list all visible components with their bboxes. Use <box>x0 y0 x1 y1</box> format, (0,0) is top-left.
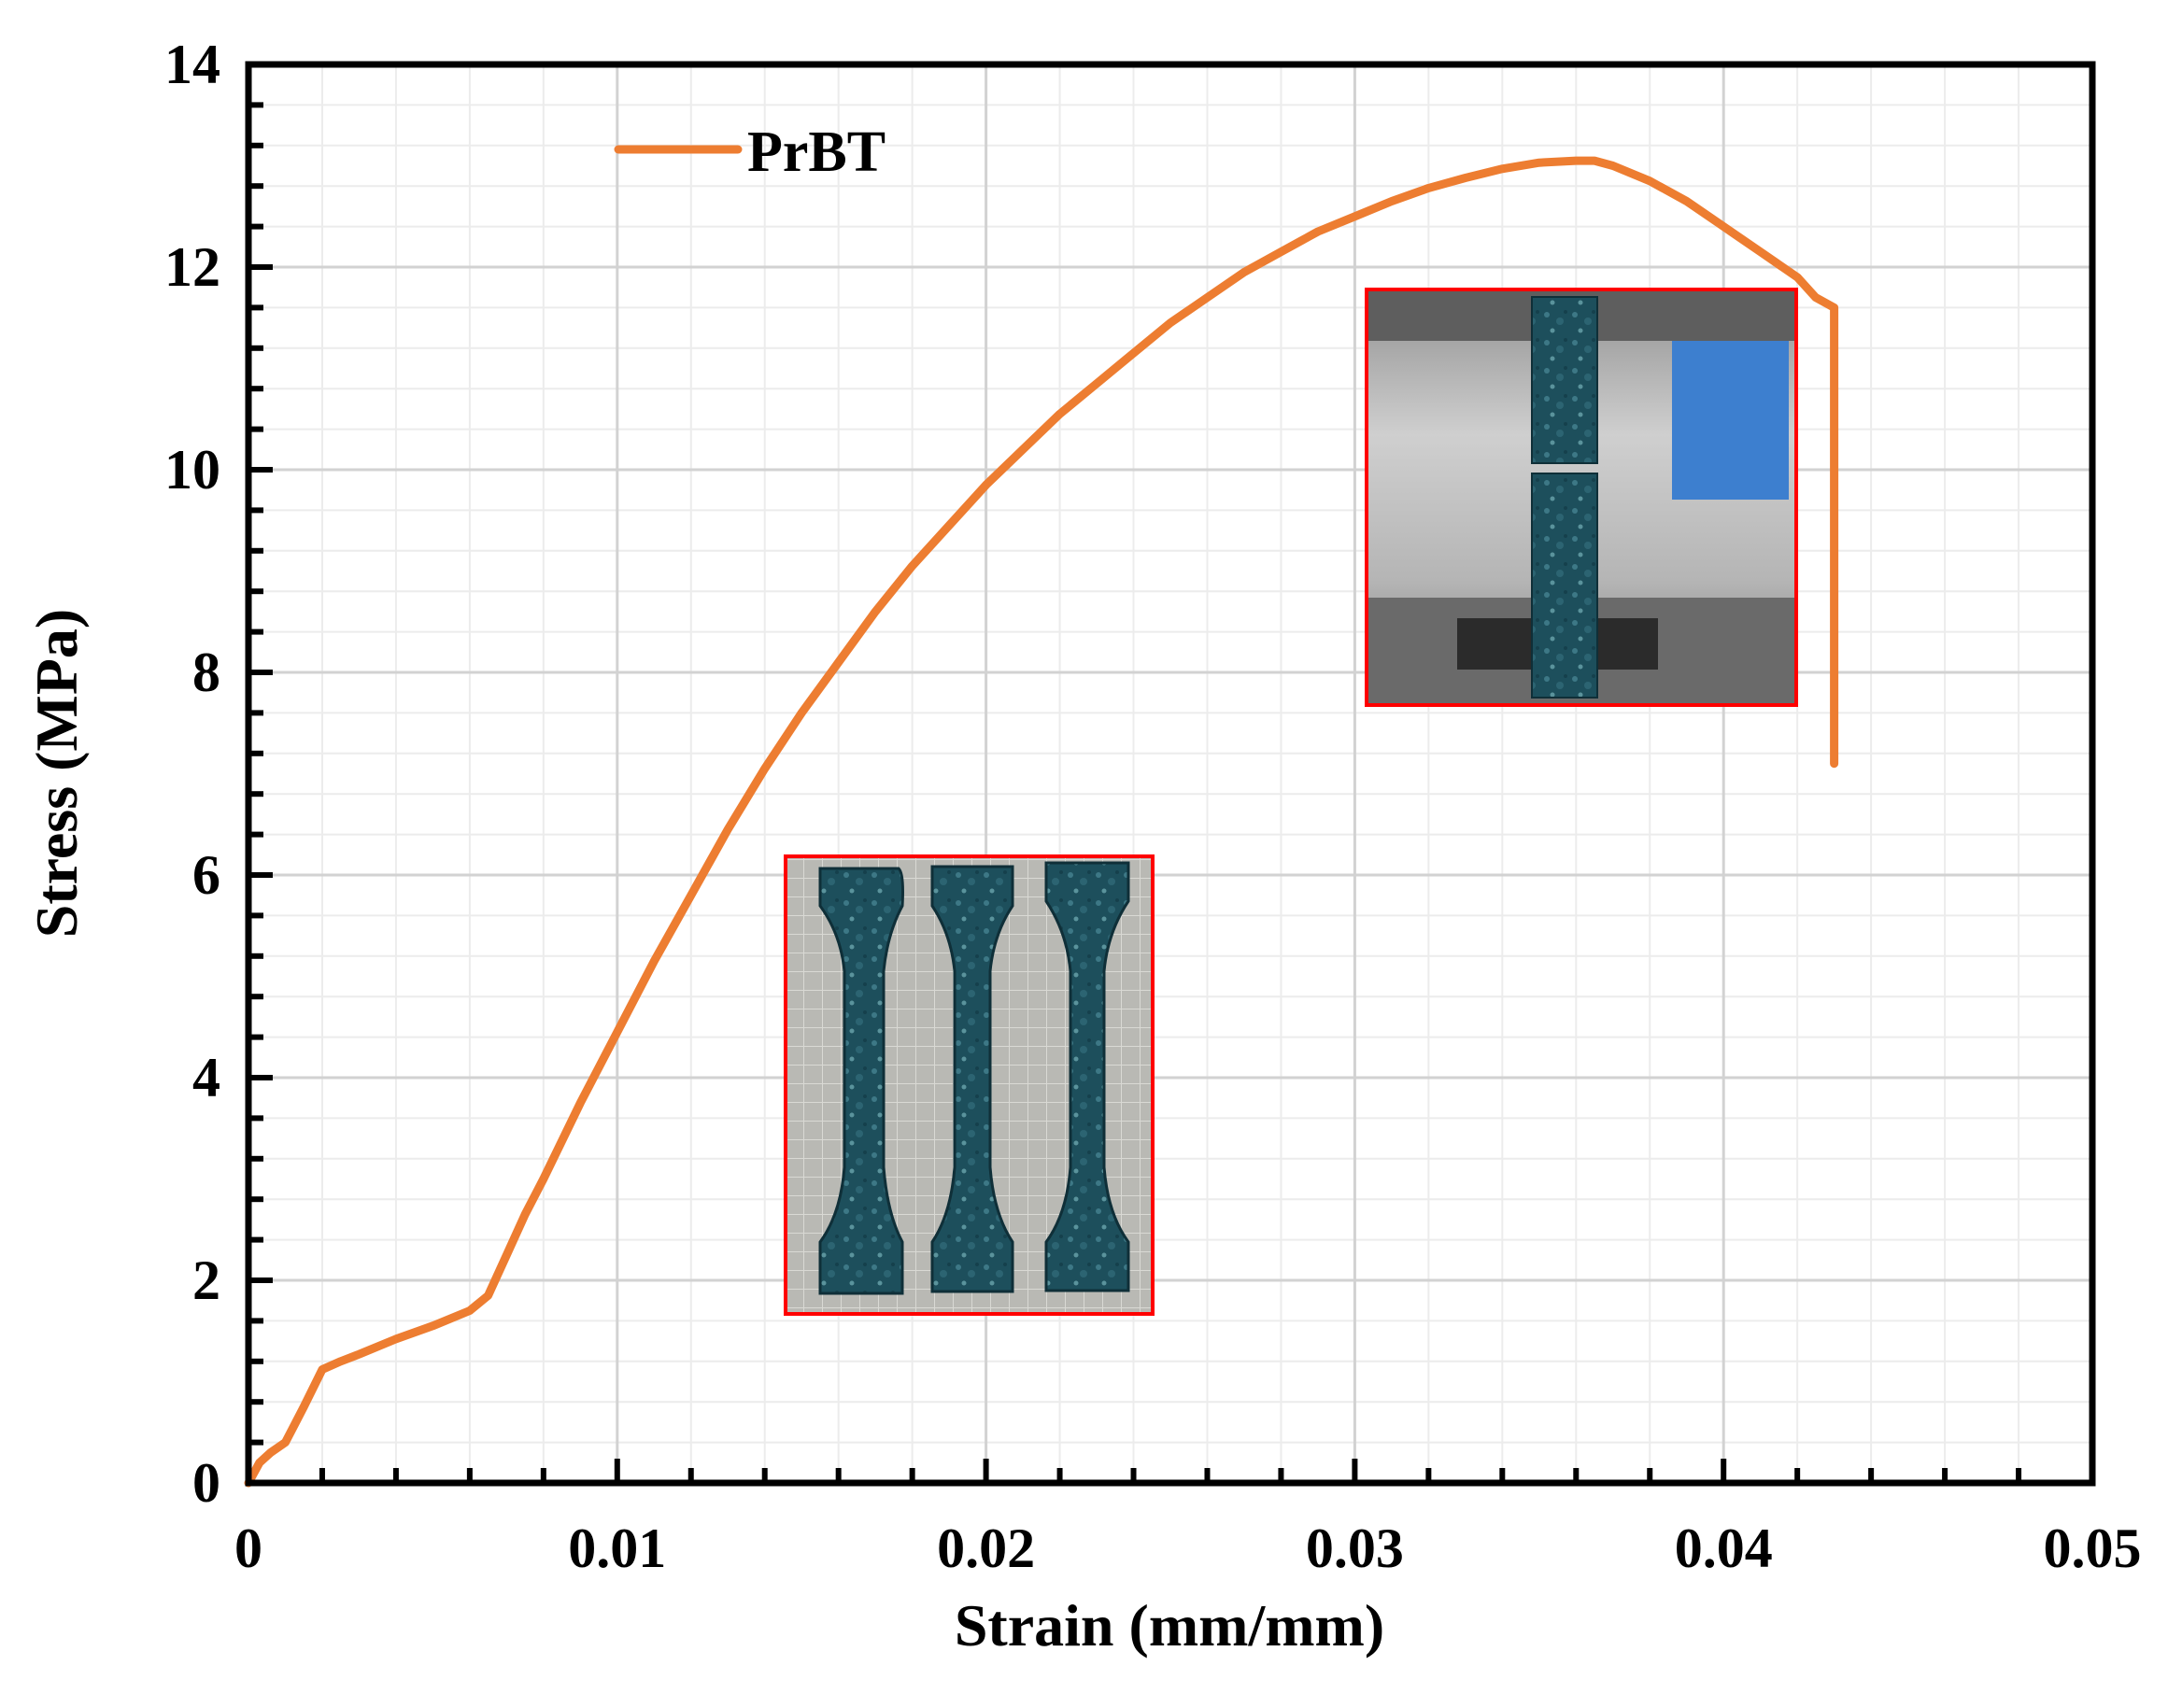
x-tick-label: 0.01 <box>568 1517 666 1579</box>
series-line-prbt <box>244 156 1839 1488</box>
y-tick-label: 8 <box>192 642 220 703</box>
tick-marks <box>246 62 2095 1486</box>
x-tick-label: 0 <box>234 1517 262 1579</box>
y-tick-label: 10 <box>164 439 220 501</box>
y-tick-labels: 0 2 4 6 8 10 12 14 <box>164 34 220 1514</box>
legend-label-prbt: PrBT <box>747 120 886 184</box>
series-layer <box>244 156 1839 1488</box>
specimen-1 <box>818 867 904 1295</box>
x-tick-label: 0.04 <box>1675 1517 1773 1579</box>
legend: PrBT <box>614 120 886 184</box>
x-tick-label: 0.03 <box>1306 1517 1404 1579</box>
specimen-3 <box>1044 861 1130 1292</box>
x-tick-labels: 0 0.01 0.02 0.03 0.04 0.05 <box>234 1517 2142 1579</box>
inset-grip-photo <box>1365 288 1798 707</box>
y-tick-label: 6 <box>192 844 220 906</box>
y-tick-label: 12 <box>164 236 220 298</box>
y-tick-label: 14 <box>164 34 220 95</box>
specimen-2 <box>930 865 1014 1293</box>
x-tick-label: 0.05 <box>2044 1517 2142 1579</box>
major-gridlines <box>247 63 2094 1485</box>
y-axis-label: Stress (MPa) <box>23 609 90 939</box>
x-axis-label: Strain (mm/mm) <box>955 1592 1384 1659</box>
inset-specimens-photo <box>784 854 1155 1316</box>
y-tick-label: 0 <box>192 1452 220 1514</box>
y-tick-label: 2 <box>192 1249 220 1311</box>
x-tick-label: 0.02 <box>937 1517 1035 1579</box>
minor-gridlines <box>248 64 2093 1484</box>
y-tick-label: 4 <box>192 1047 220 1108</box>
plot-frame <box>245 61 2096 1487</box>
